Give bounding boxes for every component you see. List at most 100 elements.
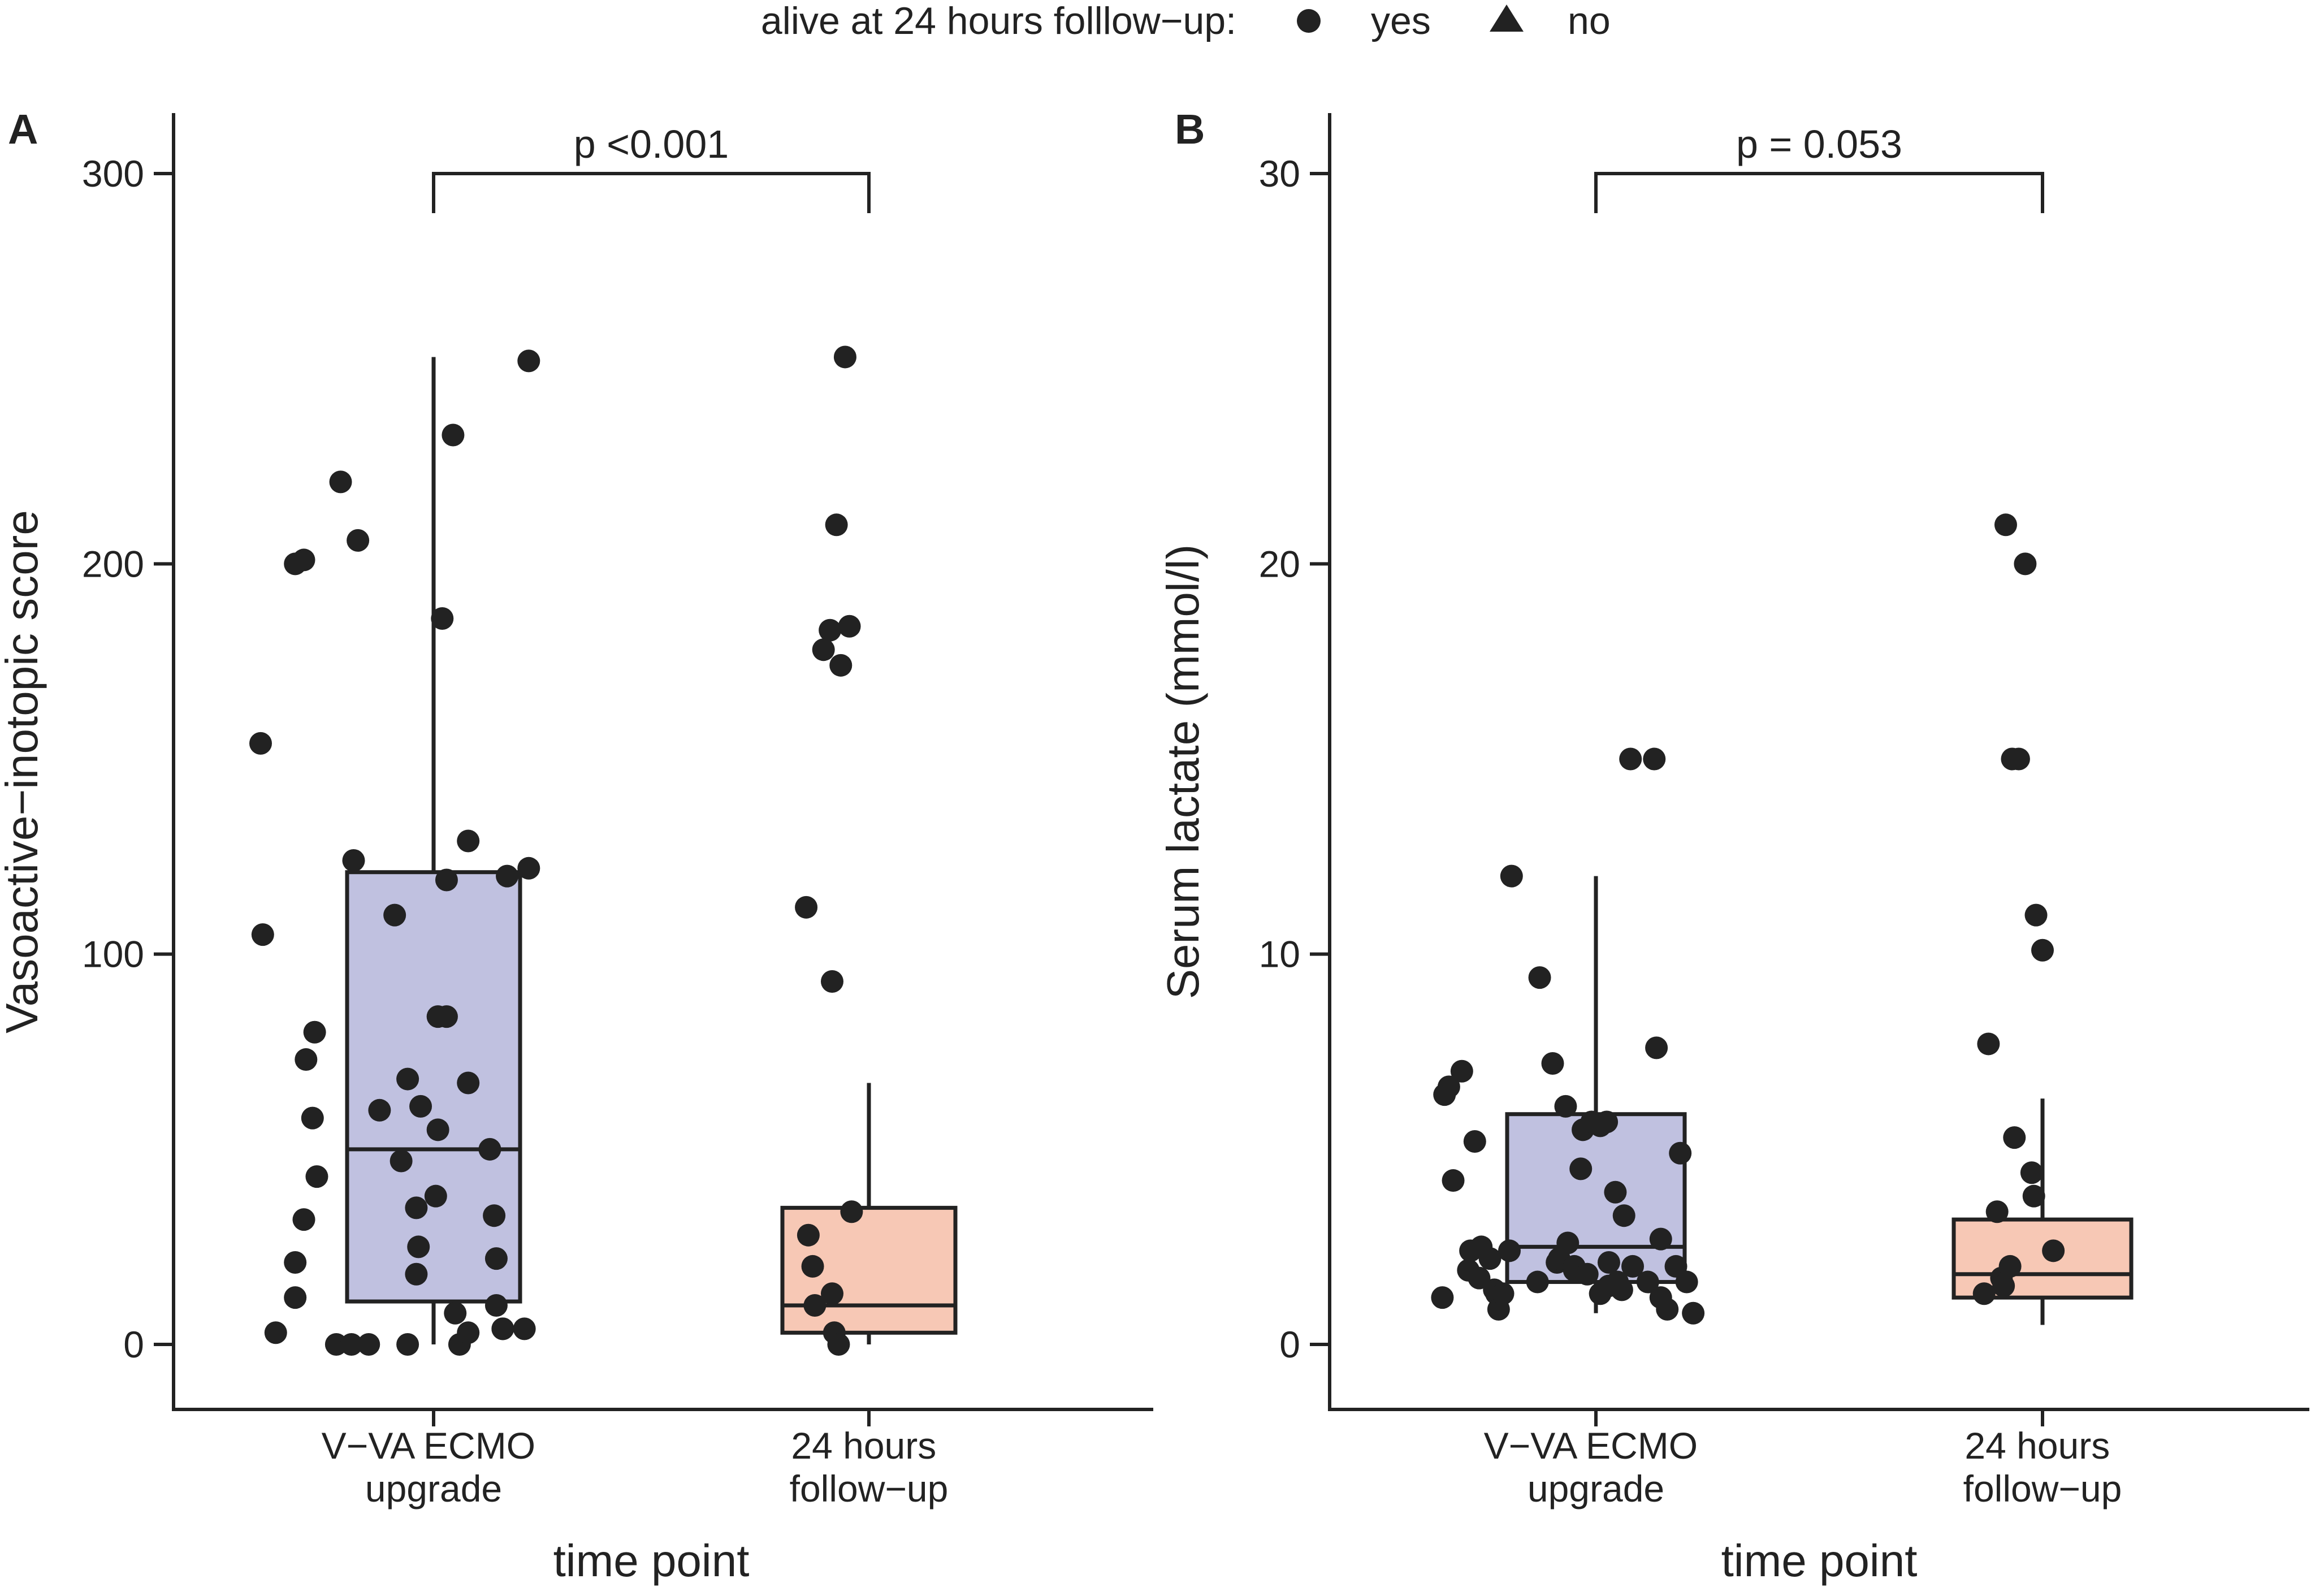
data-point-alive [340, 1333, 363, 1356]
data-point-alive [797, 1223, 820, 1247]
data-point-alive [405, 1262, 428, 1286]
legend-circle-marker [1297, 9, 1321, 33]
data-point-alive [409, 1095, 432, 1118]
x-categories-b: V−VA ECMO upgrade 24 hours follow−up [1484, 1409, 2122, 1510]
data-point-alive [292, 1208, 315, 1231]
data-point-alive [295, 1048, 318, 1071]
data-point-alive [795, 896, 818, 919]
data-point-alive [517, 857, 540, 880]
legend-triangle-marker [1490, 5, 1524, 32]
category-label-followup-b: 24 hours follow−up [1963, 1425, 2122, 1510]
data-point-alive [1619, 747, 1642, 771]
data-point-alive [342, 849, 365, 872]
y-tick-label: 100 [82, 933, 144, 975]
data-point-alive [1649, 1227, 1672, 1251]
legend-title: alive at 24 hours folllow−up: [761, 0, 1236, 42]
data-point-alive [1431, 1286, 1454, 1309]
p-value-bracket-a [432, 172, 871, 213]
data-point-alive [484, 1294, 508, 1317]
data-point-alive [820, 1282, 843, 1305]
data-point-alive [396, 1333, 419, 1356]
y-ticks-a: 0 100 200 300 [82, 153, 174, 1365]
data-point-alive [1442, 1169, 1465, 1192]
category-label-followup-a: 24 hours follow−up [790, 1425, 949, 1510]
category-label-followup-line2-a: follow−up [790, 1468, 949, 1510]
data-point-alive [812, 638, 835, 661]
data-point-alive [303, 1020, 326, 1044]
data-point-alive [1998, 1255, 2022, 1278]
data-point-alive [2014, 552, 2037, 576]
data-point-alive [435, 868, 458, 892]
y-tick-label: 30 [1259, 153, 1300, 194]
box-upgrade [1505, 876, 1687, 1313]
data-point-alive [442, 423, 465, 447]
data-point-alive [1526, 1270, 1549, 1294]
data-point-alive [431, 607, 454, 630]
iqr-box [345, 870, 522, 1304]
x-categories-a: V−VA ECMO upgrade 24 hours follow−up [322, 1409, 949, 1510]
data-point-alive [484, 1247, 508, 1270]
data-point-alive [444, 1301, 467, 1325]
data-point-alive [1972, 1282, 1996, 1305]
data-point-alive [827, 1333, 850, 1356]
data-point-alive [383, 903, 406, 927]
data-point-alive [833, 345, 856, 369]
data-point-alive [1500, 864, 1523, 888]
y-axis-title-b: Serum lactate (mmol/l) [1158, 544, 1208, 1000]
data-point-alive [305, 1165, 328, 1188]
x-axis-title-a: time point [553, 1536, 750, 1586]
y-axis-title-a: Vasoactive−inotopic score [0, 510, 47, 1033]
data-point-alive [1576, 1262, 1599, 1286]
data-point-alive [426, 1118, 449, 1141]
p-value-label-b: p = 0.053 [1736, 122, 1902, 166]
data-point-alive [1597, 1251, 1620, 1274]
panel-tag-b: B [1175, 106, 1205, 153]
data-point-alive [820, 970, 843, 993]
p-value-label-a: p <0.001 [574, 122, 729, 166]
legend-item-no: no [1568, 0, 1611, 42]
data-point-alive [368, 1098, 391, 1122]
data-point-alive [838, 615, 861, 638]
y-tick-label: 300 [82, 153, 144, 194]
category-label-upgrade-b: V−VA ECMO upgrade [1484, 1425, 1708, 1510]
data-point-alive [284, 1251, 307, 1274]
data-point-alive [1643, 747, 1666, 771]
data-point-alive [1985, 1200, 2009, 1223]
data-point-alive [251, 923, 274, 946]
data-point-alive [1612, 1204, 1635, 1227]
data-point-alive [829, 654, 853, 677]
data-point-alive [2031, 938, 2054, 962]
y-tick-label: 10 [1259, 933, 1300, 975]
data-point-alive [2020, 1161, 2043, 1184]
data-point-alive [517, 349, 540, 373]
data-point-alive [424, 1184, 447, 1208]
y-ticks-b: 0 10 20 30 [1259, 153, 1330, 1365]
data-point-alive [329, 470, 352, 494]
data-point-alive [1554, 1095, 1577, 1118]
data-point-alive [1595, 1110, 1619, 1134]
data-point-alive [478, 1137, 501, 1161]
data-point-alive [496, 864, 519, 888]
data-point-alive [2003, 1126, 2026, 1149]
data-point-alive [357, 1333, 380, 1356]
p-value-bracket-b [1594, 172, 2044, 213]
data-point-alive [1498, 1239, 1521, 1262]
data-point-alive [457, 829, 480, 853]
data-point-alive [457, 1071, 480, 1095]
data-point-alive [2042, 1239, 2065, 1262]
data-point-alive [1556, 1231, 1580, 1255]
legend-item-yes: yes [1371, 0, 1431, 42]
boxes-b [1505, 876, 2134, 1325]
data-point-alive [390, 1149, 413, 1173]
data-point-alive [264, 1321, 287, 1344]
data-point-alive [1682, 1301, 1705, 1325]
bracket-line [432, 172, 871, 213]
category-label-upgrade-line1-a: V−VA ECMO [322, 1425, 535, 1467]
y-tick-label: 0 [123, 1323, 144, 1365]
data-point-alive [1675, 1270, 1698, 1294]
data-point-alive [803, 1294, 827, 1317]
points-a [249, 345, 863, 1356]
category-label-upgrade-line2-b: upgrade [1528, 1468, 1664, 1510]
data-point-alive [2024, 903, 2048, 927]
